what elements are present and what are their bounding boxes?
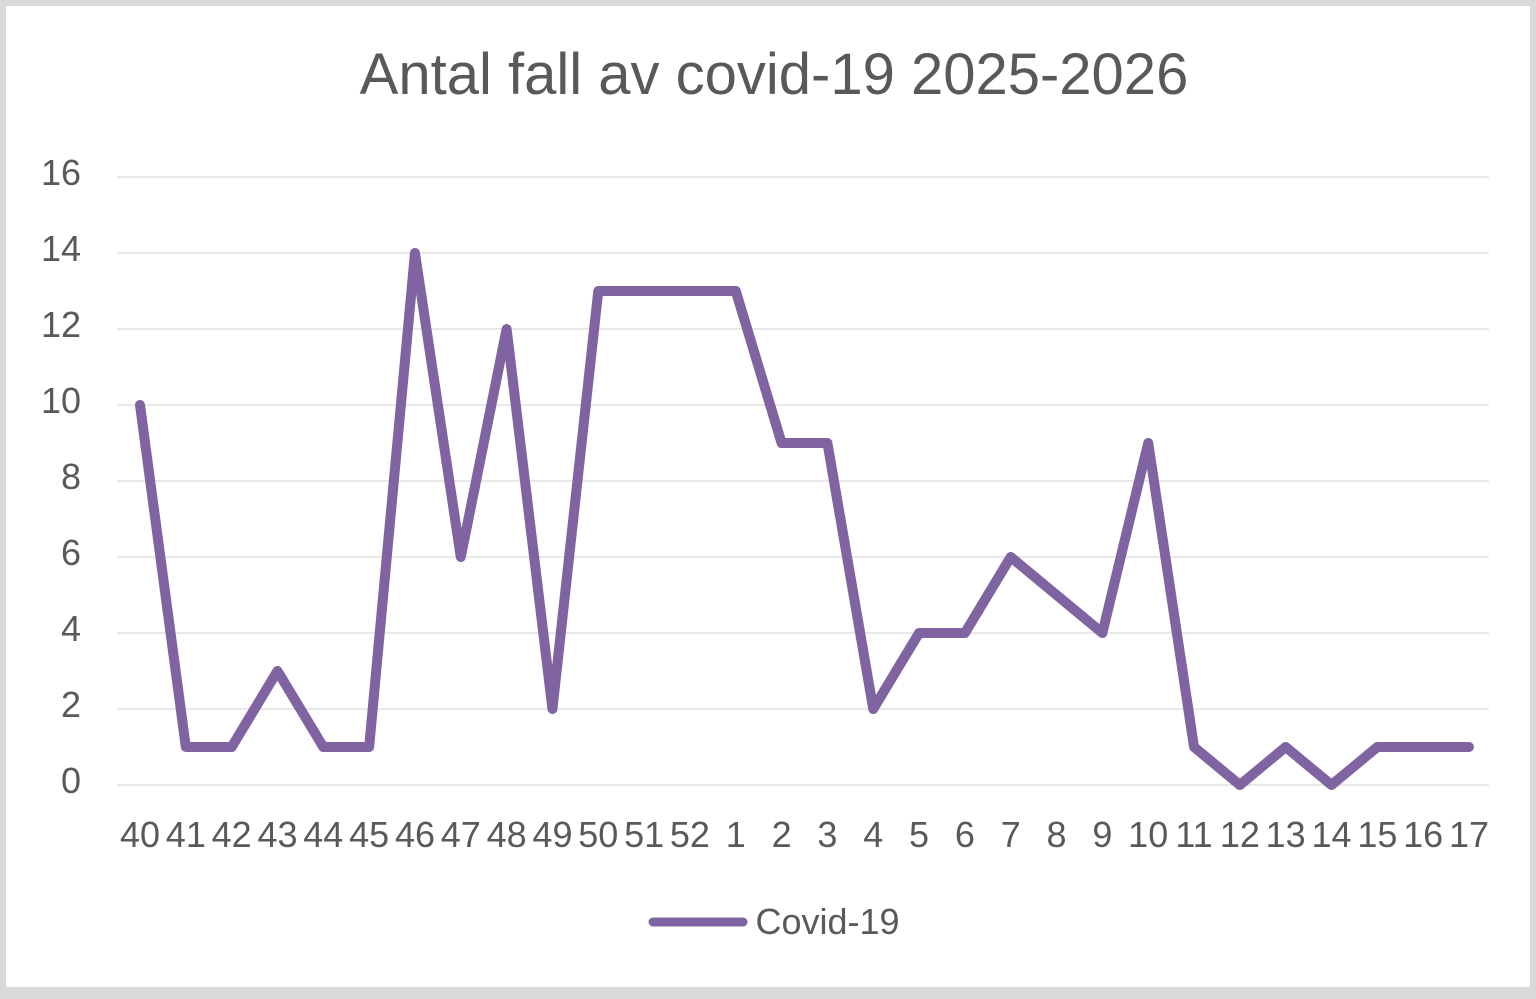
- svg-text:12: 12: [41, 304, 81, 345]
- svg-text:16: 16: [41, 152, 81, 193]
- svg-text:13: 13: [1266, 814, 1306, 855]
- svg-text:15: 15: [1357, 814, 1397, 855]
- svg-text:9: 9: [1092, 814, 1112, 855]
- svg-text:46: 46: [395, 814, 435, 855]
- svg-text:41: 41: [166, 814, 206, 855]
- svg-text:4: 4: [863, 814, 883, 855]
- svg-text:45: 45: [349, 814, 389, 855]
- svg-text:12: 12: [1220, 814, 1260, 855]
- svg-text:3: 3: [817, 814, 837, 855]
- svg-text:7: 7: [1001, 814, 1021, 855]
- svg-text:43: 43: [257, 814, 297, 855]
- svg-text:8: 8: [1047, 814, 1067, 855]
- svg-text:52: 52: [670, 814, 710, 855]
- svg-text:2: 2: [61, 684, 81, 725]
- svg-text:42: 42: [212, 814, 252, 855]
- svg-text:40: 40: [120, 814, 160, 855]
- svg-text:2: 2: [772, 814, 792, 855]
- svg-text:14: 14: [1311, 814, 1351, 855]
- svg-text:6: 6: [955, 814, 975, 855]
- svg-text:1: 1: [726, 814, 746, 855]
- svg-text:5: 5: [909, 814, 929, 855]
- svg-text:8: 8: [61, 456, 81, 497]
- svg-text:51: 51: [624, 814, 664, 855]
- svg-text:10: 10: [1128, 814, 1168, 855]
- svg-text:4: 4: [61, 608, 81, 649]
- svg-text:6: 6: [61, 532, 81, 573]
- svg-text:14: 14: [41, 228, 81, 269]
- svg-text:47: 47: [441, 814, 481, 855]
- svg-text:11: 11: [1175, 814, 1212, 855]
- svg-text:50: 50: [578, 814, 618, 855]
- svg-text:16: 16: [1403, 814, 1443, 855]
- svg-text:44: 44: [303, 814, 343, 855]
- svg-text:0: 0: [61, 760, 81, 801]
- svg-text:10: 10: [41, 380, 81, 421]
- svg-text:48: 48: [487, 814, 527, 855]
- svg-text:49: 49: [532, 814, 572, 855]
- svg-text:17: 17: [1449, 814, 1489, 855]
